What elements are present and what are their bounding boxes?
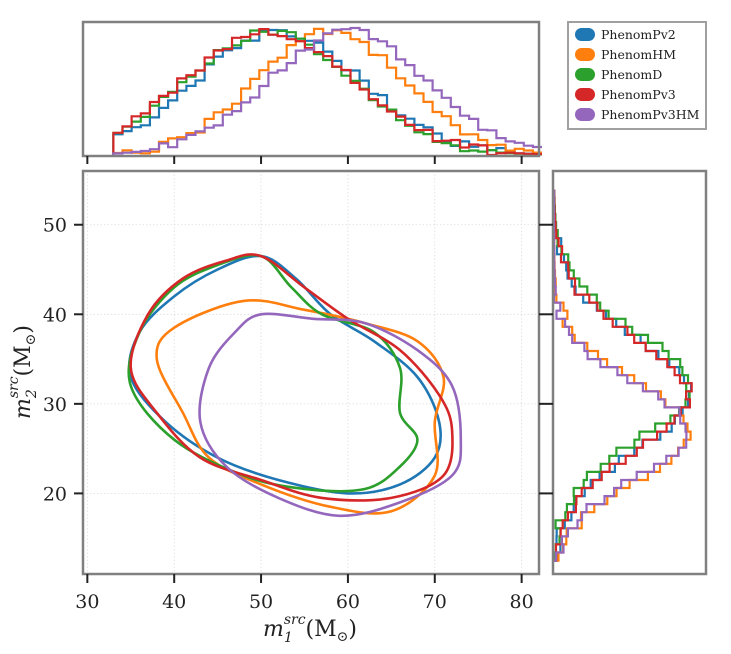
legend-label-phenompv2: PhenomPv2: [601, 27, 676, 42]
x-tick-label-40: 40: [162, 591, 186, 613]
x-axis-label: m1src(M⊙): [263, 612, 357, 646]
y-tick-label-30: 30: [43, 394, 67, 416]
y-tick-label-50: 50: [43, 215, 67, 237]
top-marginal-frame: [81, 20, 541, 158]
right-hist-phenompv3hm: [552, 189, 688, 562]
contour-phenomd: [127, 253, 419, 493]
top-hist-phenompv3: [112, 28, 542, 157]
right-hist-phenomd: [553, 189, 691, 562]
legend-label-phenompv3: PhenomPv3: [601, 87, 676, 102]
y-axis-label: m2src(M⊙): [6, 325, 40, 419]
legend-swatch-phenomd: [575, 68, 595, 81]
legend: PhenomPv2 PhenomHM PhenomD PhenomPv3 PhenomP…: [567, 21, 707, 130]
y-tick-label-40: 40: [43, 304, 67, 326]
legend-swatch-phenompv2: [575, 28, 595, 41]
contour-phenomhm: [155, 298, 446, 515]
legend-label-phenompv3hm: PhenomPv3HM: [601, 107, 700, 122]
right-marginal-frame: [551, 169, 708, 576]
legend-swatch-phenompv3hm: [575, 108, 595, 121]
x-tick-label-80: 80: [510, 591, 534, 613]
x-tick-label-50: 50: [249, 591, 273, 613]
top-hist-phenomd: [112, 29, 542, 156]
tick-layer: 30 40 50 60 70 80 20 30 40 50: [43, 156, 553, 613]
main-grid: [83, 171, 539, 574]
legend-label-phenomhm: PhenomHM: [601, 47, 676, 62]
contour-phenompv3hm: [198, 312, 463, 518]
top-hist-phenompv3hm: [112, 26, 542, 155]
legend-swatch-phenompv3: [575, 88, 595, 101]
contour-phenompv3: [129, 253, 454, 502]
contour-layer: [127, 253, 463, 518]
legend-label-phenomd: PhenomD: [601, 67, 662, 82]
x-tick-label-70: 70: [423, 591, 447, 613]
y-tick-label-20: 20: [43, 483, 67, 505]
right-histogram-layer: [552, 189, 693, 562]
contour-phenompv2: [127, 254, 443, 495]
legend-swatch-phenomhm: [575, 48, 595, 61]
x-tick-label-60: 60: [336, 591, 360, 613]
right-hist-phenompv3: [553, 189, 693, 562]
top-histogram-layer: [112, 26, 542, 157]
x-tick-label-30: 30: [75, 591, 99, 613]
main-panel-frame: [81, 169, 541, 576]
